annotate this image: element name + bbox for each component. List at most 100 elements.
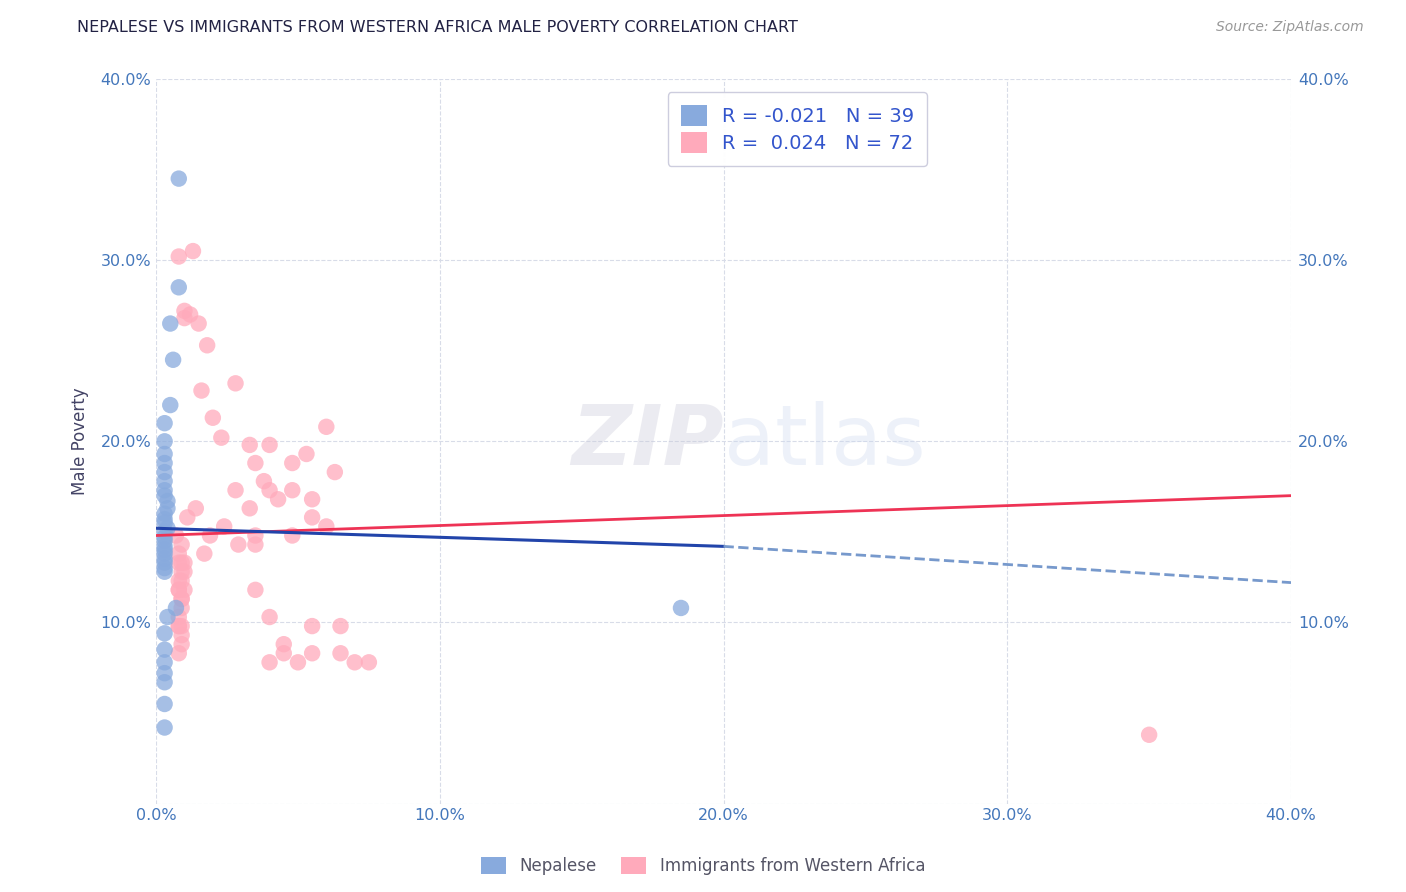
Point [153, 465, 176, 479]
Point [201, 410, 224, 425]
Point [170, 591, 193, 606]
Point [167, 280, 190, 294]
Point [357, 656, 380, 670]
Point [153, 533, 176, 548]
Point [281, 528, 304, 542]
Point [198, 528, 221, 542]
Point [167, 171, 190, 186]
Point [184, 501, 207, 516]
Point [153, 565, 176, 579]
Legend: Nepalese, Immigrants from Western Africa: Nepalese, Immigrants from Western Africa [474, 850, 932, 882]
Point [153, 721, 176, 735]
Point [167, 556, 190, 570]
Point [315, 419, 337, 434]
Point [153, 666, 176, 681]
Point [173, 582, 195, 597]
Point [173, 304, 195, 318]
Point [259, 656, 281, 670]
Text: Source: ZipAtlas.com: Source: ZipAtlas.com [1216, 20, 1364, 34]
Point [153, 543, 176, 558]
Point [153, 489, 176, 503]
Point [153, 675, 176, 690]
Point [167, 646, 190, 660]
Point [212, 519, 235, 533]
Point [167, 582, 190, 597]
Point [159, 317, 181, 331]
Point [173, 565, 195, 579]
Y-axis label: Male Poverty: Male Poverty [72, 387, 89, 495]
Point [153, 626, 176, 640]
Point [170, 619, 193, 633]
Point [245, 582, 267, 597]
Text: ZIP: ZIP [571, 401, 724, 482]
Point [245, 528, 267, 542]
Point [153, 456, 176, 470]
Point [267, 492, 290, 507]
Point [153, 434, 176, 449]
Point [153, 540, 176, 554]
Point [273, 646, 295, 660]
Point [301, 510, 323, 524]
Point [153, 552, 176, 566]
Point [159, 398, 181, 412]
Point [281, 456, 304, 470]
Point [287, 656, 309, 670]
Point [209, 431, 232, 445]
Point [156, 610, 179, 624]
Point [181, 244, 204, 258]
Point [195, 338, 218, 352]
Point [239, 501, 262, 516]
Point [259, 483, 281, 498]
Point [167, 582, 190, 597]
Point [153, 483, 176, 498]
Point [170, 537, 193, 551]
Point [176, 510, 198, 524]
Point [301, 619, 323, 633]
Text: atlas: atlas [724, 401, 925, 482]
Point [153, 474, 176, 488]
Point [329, 646, 352, 660]
Point [253, 474, 276, 488]
Point [301, 646, 323, 660]
Text: NEPALESE VS IMMIGRANTS FROM WESTERN AFRICA MALE POVERTY CORRELATION CHART: NEPALESE VS IMMIGRANTS FROM WESTERN AFRI… [77, 20, 799, 35]
Point [167, 547, 190, 561]
Point [190, 384, 212, 398]
Point [273, 637, 295, 651]
Point [259, 610, 281, 624]
Point [156, 501, 179, 516]
Point [153, 656, 176, 670]
Point [225, 376, 247, 391]
Point [170, 591, 193, 606]
Point [167, 610, 190, 624]
Legend: R = -0.021   N = 39, R =  0.024   N = 72: R = -0.021 N = 39, R = 0.024 N = 72 [668, 92, 927, 166]
Point [153, 556, 176, 570]
Point [173, 556, 195, 570]
Point [170, 637, 193, 651]
Point [153, 507, 176, 521]
Point [156, 494, 179, 508]
Point [153, 512, 176, 526]
Point [170, 601, 193, 615]
Point [295, 447, 318, 461]
Point [153, 642, 176, 657]
Point [153, 561, 176, 575]
Point [156, 521, 179, 535]
Point [281, 483, 304, 498]
Point [193, 547, 215, 561]
Point [301, 492, 323, 507]
Point [187, 317, 209, 331]
Point [1137, 728, 1160, 742]
Point [153, 524, 176, 539]
Point [153, 530, 176, 544]
Point [245, 456, 267, 470]
Point [162, 352, 184, 367]
Point [343, 656, 366, 670]
Point [323, 465, 346, 479]
Point [315, 519, 337, 533]
Point [245, 537, 267, 551]
Point [167, 574, 190, 588]
Point [167, 619, 190, 633]
Point [167, 250, 190, 264]
Point [165, 601, 187, 615]
Point [173, 311, 195, 326]
